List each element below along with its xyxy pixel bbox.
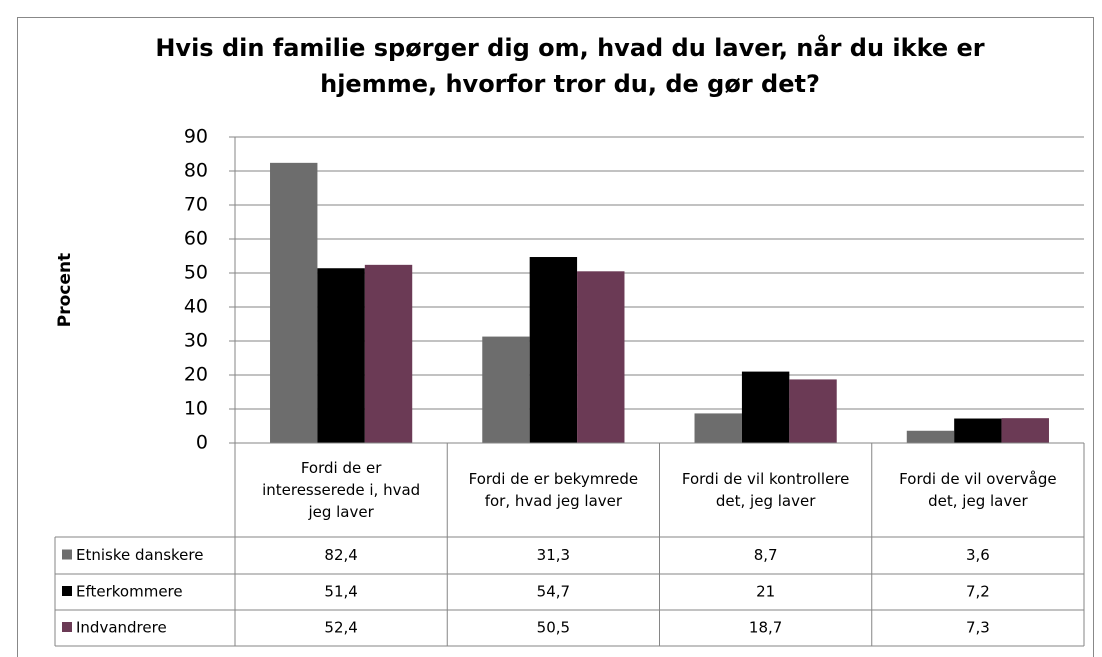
legend-key: [62, 586, 72, 596]
y-tick-label: 60: [184, 228, 208, 250]
table-value: 52,4: [324, 619, 357, 637]
y-tick-label: 80: [184, 160, 208, 182]
bar: [694, 413, 742, 443]
table-value: 21: [756, 583, 775, 601]
legend-label: Indvandrere: [76, 619, 167, 637]
x-tick-label: Fordi de er interesserede i, hvad jeg la…: [262, 459, 421, 521]
x-tick-label: Fordi de er bekymrede for, hvad jeg lave…: [468, 470, 639, 510]
y-tick-label: 40: [184, 296, 208, 318]
y-tick-label: 0: [196, 432, 208, 454]
bar: [364, 264, 413, 443]
bar: [741, 371, 790, 443]
bar: [577, 271, 625, 443]
bar: [789, 379, 837, 443]
bar: [317, 268, 365, 443]
x-tick-label: Fordi de vil overvåge det, jeg laver: [899, 470, 1057, 510]
table-value: 51,4: [324, 583, 357, 601]
x-tick-label: Fordi de vil kontrollere det, jeg laver: [681, 470, 850, 510]
y-axis-label: Procent: [55, 253, 75, 327]
table-value: 7,2: [966, 583, 990, 601]
bar: [529, 257, 578, 443]
y-tick-label: 90: [184, 126, 208, 148]
y-tick-label: 30: [184, 330, 208, 352]
legend-label: Etniske danskere: [76, 546, 203, 564]
chart-title: Hvis din familie spørger dig om, hvad du…: [155, 34, 985, 98]
table-value: 3,6: [966, 546, 990, 564]
y-tick-label: 70: [184, 194, 208, 216]
chart-border: [17, 17, 1094, 657]
bar: [270, 162, 318, 443]
table-value: 18,7: [749, 619, 782, 637]
y-tick-label: 10: [184, 398, 208, 420]
legend-key: [62, 622, 72, 632]
bar: [906, 430, 955, 443]
bar: [482, 336, 530, 443]
legend-label: Efterkommere: [76, 583, 183, 601]
legend-key: [62, 549, 72, 560]
table-value: 31,3: [537, 546, 570, 564]
y-tick-label: 20: [184, 364, 208, 386]
table-value: 8,7: [754, 546, 778, 564]
table-value: 82,4: [324, 546, 357, 564]
table-value: 7,3: [966, 619, 990, 637]
table-value: 54,7: [537, 583, 570, 601]
bar: [1001, 418, 1049, 443]
table-value: 50,5: [537, 619, 570, 637]
bar: [954, 418, 1002, 443]
y-tick-label: 50: [184, 262, 208, 284]
